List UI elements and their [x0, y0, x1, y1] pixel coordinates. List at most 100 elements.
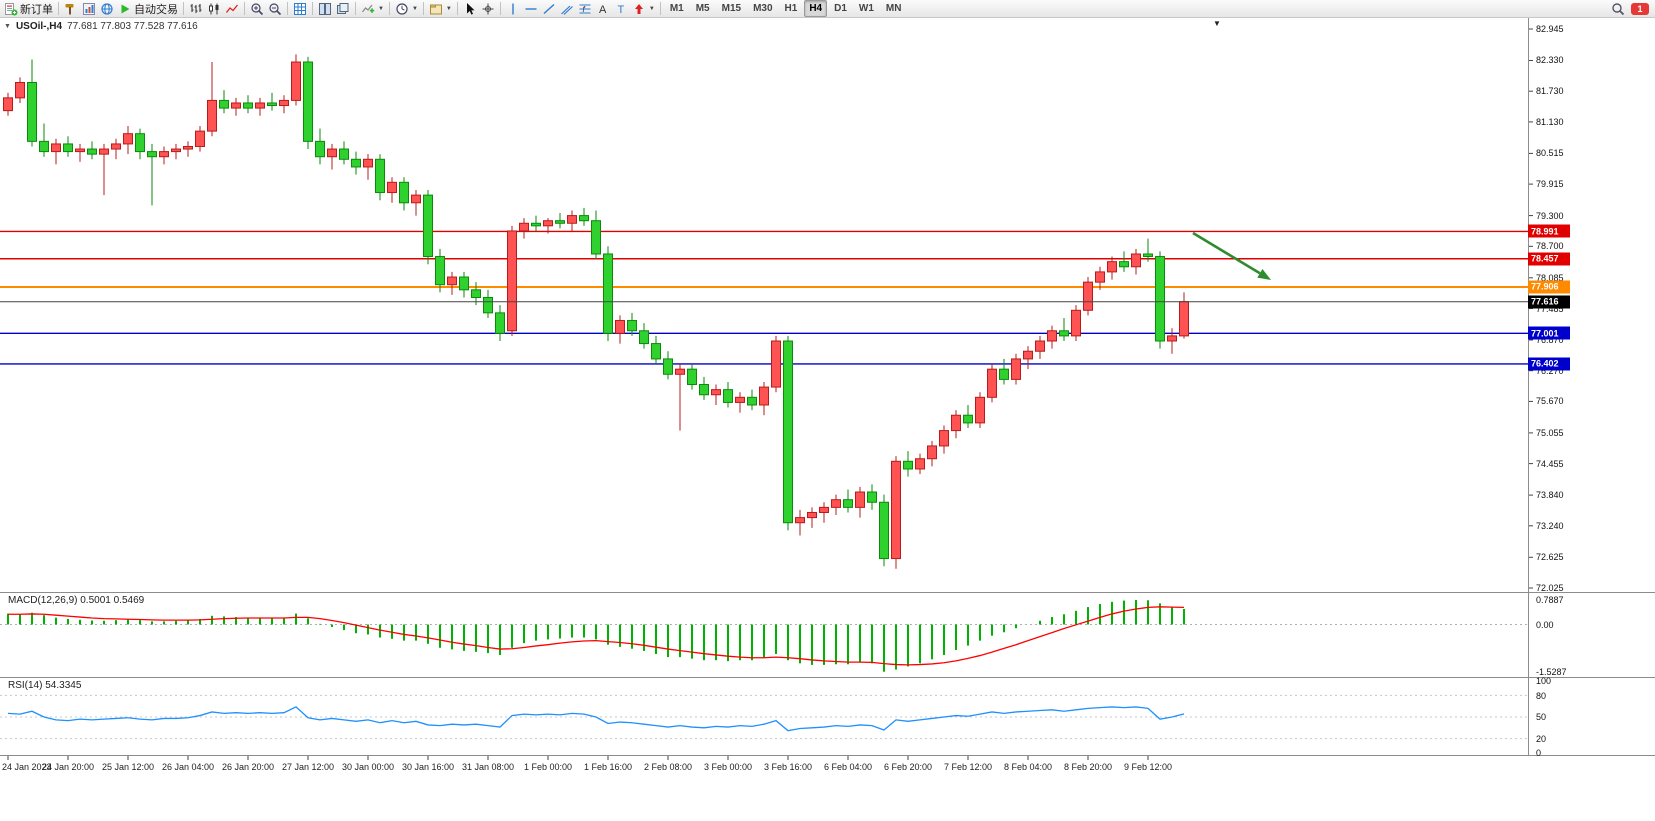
time-axis-label: 26 Jan 20:00: [221, 762, 275, 772]
toolbar-separator: [58, 2, 59, 15]
macd-label: MACD(12,26,9) 0.5001 0.5469: [8, 595, 145, 606]
price-axis-label: 73.240: [1536, 520, 1564, 531]
label-icon: T: [614, 2, 628, 16]
price-axis-label: 78.085: [1536, 272, 1564, 283]
cursor-icon: [463, 2, 477, 16]
time-axis[interactable]: 24 Jan 2023 24 Jan 20:00 25 Jan 12:00 26 Ja…: [0, 756, 1655, 821]
time-axis-label: 9 Feb 12:00: [1123, 762, 1173, 772]
svg-text:f: f: [582, 5, 585, 14]
cascade-windows-button[interactable]: [334, 1, 352, 17]
new-order-button[interactable]: 新订单: [2, 1, 55, 17]
chart-ohlc-values: 77.681 77.803 77.528 77.616: [67, 21, 198, 32]
chart-shift-marker[interactable]: ▼: [1213, 19, 1221, 28]
toolbar-separator: [422, 2, 424, 15]
time-axis-label: 3 Feb 16:00: [763, 762, 813, 772]
zoom-out-button[interactable]: [266, 1, 284, 17]
price-axis-label: 76.270: [1536, 365, 1564, 376]
toolbar-separator: [183, 2, 184, 15]
tf-w1-button[interactable]: W1: [858, 3, 874, 14]
tf-m5-button[interactable]: M5: [695, 3, 710, 14]
price-axis-label: 73.840: [1536, 490, 1564, 501]
candlestick-chart-button[interactable]: [205, 1, 223, 17]
templates-button[interactable]: ▼: [427, 1, 454, 17]
profiles-button[interactable]: [80, 1, 98, 17]
price-axis-label: 72.025: [1536, 583, 1564, 593]
crosshair-button[interactable]: [479, 1, 497, 17]
channel-button[interactable]: [558, 1, 576, 17]
bar-chart-button[interactable]: [187, 1, 205, 17]
price-axis-label: 74.455: [1536, 458, 1564, 469]
candlestick-series[interactable]: [3, 54, 1189, 569]
toolbar-separator: [659, 2, 661, 15]
time-axis-label: 8 Feb 04:00: [1003, 762, 1053, 772]
arrows-button[interactable]: ▼: [630, 1, 657, 17]
rsi-axis-label: 20: [1536, 733, 1547, 744]
time-axis-label: 8 Feb 20:00: [1063, 762, 1113, 772]
vertical-line-button[interactable]: [504, 1, 522, 17]
hammer-icon: [64, 2, 78, 16]
chart-canvas[interactable]: [0, 18, 1655, 821]
one-click-trading-toggle-icon[interactable]: ▼: [4, 23, 11, 30]
caret-down-icon: ▼: [648, 5, 655, 12]
play-icon: [118, 2, 132, 16]
tile-windows-button[interactable]: [316, 1, 334, 17]
grid-button[interactable]: [291, 1, 309, 17]
new-order-button-label: 新订单: [20, 3, 53, 16]
horizontal-line-button[interactable]: [522, 1, 540, 17]
tf-m1-button[interactable]: M1: [669, 3, 684, 14]
price-axis-label: 75.670: [1536, 396, 1564, 407]
trendline-button[interactable]: [540, 1, 558, 17]
price-tag-78.991: 78.991: [1528, 224, 1570, 238]
price-axis-label: 81.730: [1536, 86, 1564, 97]
time-axis-label: 24 Jan 2023: [2, 762, 52, 772]
periods-button[interactable]: ▼: [393, 1, 420, 17]
zoom-in-button[interactable]: [248, 1, 266, 17]
rsi-label: RSI(14) 54.3345: [8, 680, 82, 691]
tile-windows-icon: [318, 2, 332, 16]
hline-icon: [524, 2, 538, 16]
tf-h4-button[interactable]: H4: [804, 0, 828, 17]
fibonacci-button[interactable]: f: [576, 1, 594, 17]
indicators-button[interactable]: ▼: [359, 1, 386, 17]
indicators-icon: [361, 2, 375, 16]
chart-title-bar: ▼ USOil-,H4 77.681 77.803 77.528 77.616: [4, 21, 198, 32]
time-axis-label: 7 Feb 12:00: [943, 762, 993, 772]
text-button[interactable]: A: [594, 1, 612, 17]
cascade-windows-icon: [336, 2, 350, 16]
price-axis[interactable]: 82.945 82.330 81.730 81.130 80.515 79.915 79.3…: [1528, 18, 1655, 758]
price-axis-ticks: [1529, 28, 1533, 589]
line-chart-button[interactable]: [223, 1, 241, 17]
chart-window-button[interactable]: [62, 1, 80, 17]
time-axis-label: 30 Jan 00:00: [341, 762, 395, 772]
zoom-out-icon: [268, 2, 282, 16]
label-button[interactable]: T: [612, 1, 630, 17]
caret-down-icon: ▼: [378, 5, 384, 12]
tf-m30-button[interactable]: M30: [753, 3, 773, 14]
autotrade-button[interactable]: 自动交易: [116, 1, 180, 17]
search-button[interactable]: [1609, 1, 1627, 17]
crosshair-icon: [481, 2, 495, 16]
current-price-tag: 77.616: [1528, 295, 1570, 309]
tf-m15-button[interactable]: M15: [721, 3, 742, 14]
tf-mn-button[interactable]: MN: [885, 3, 902, 14]
marketwatch-button[interactable]: [98, 1, 116, 17]
ohlc-bars-icon: [189, 2, 203, 16]
toolbar-separator: [355, 2, 356, 15]
time-axis-ticks: [7, 756, 1149, 760]
tf-d1-button[interactable]: D1: [834, 3, 847, 14]
svg-text:T: T: [617, 4, 624, 16]
time-axis-label: 24 Jan 20:00: [41, 762, 95, 772]
notification-badge[interactable]: 1: [1631, 2, 1649, 15]
tf-h1-button[interactable]: H1: [784, 3, 798, 14]
cursor-button[interactable]: [461, 1, 479, 17]
toolbar-separator: [312, 2, 313, 15]
price-axis-label: 79.915: [1536, 179, 1564, 190]
price-axis-label: 77.485: [1536, 303, 1564, 314]
macd-histogram: [7, 599, 1185, 672]
price-axis-label: 82.330: [1536, 55, 1564, 66]
svg-text:A: A: [599, 4, 607, 16]
rsi-axis-label: 0: [1536, 748, 1542, 758]
trend-arrow-annotation[interactable]: [1192, 231, 1271, 280]
chart-region: ▼ USOil-,H4 77.681 77.803 77.528 77.616 …: [0, 18, 1655, 821]
time-axis-label: 3 Feb 00:00: [703, 762, 753, 772]
